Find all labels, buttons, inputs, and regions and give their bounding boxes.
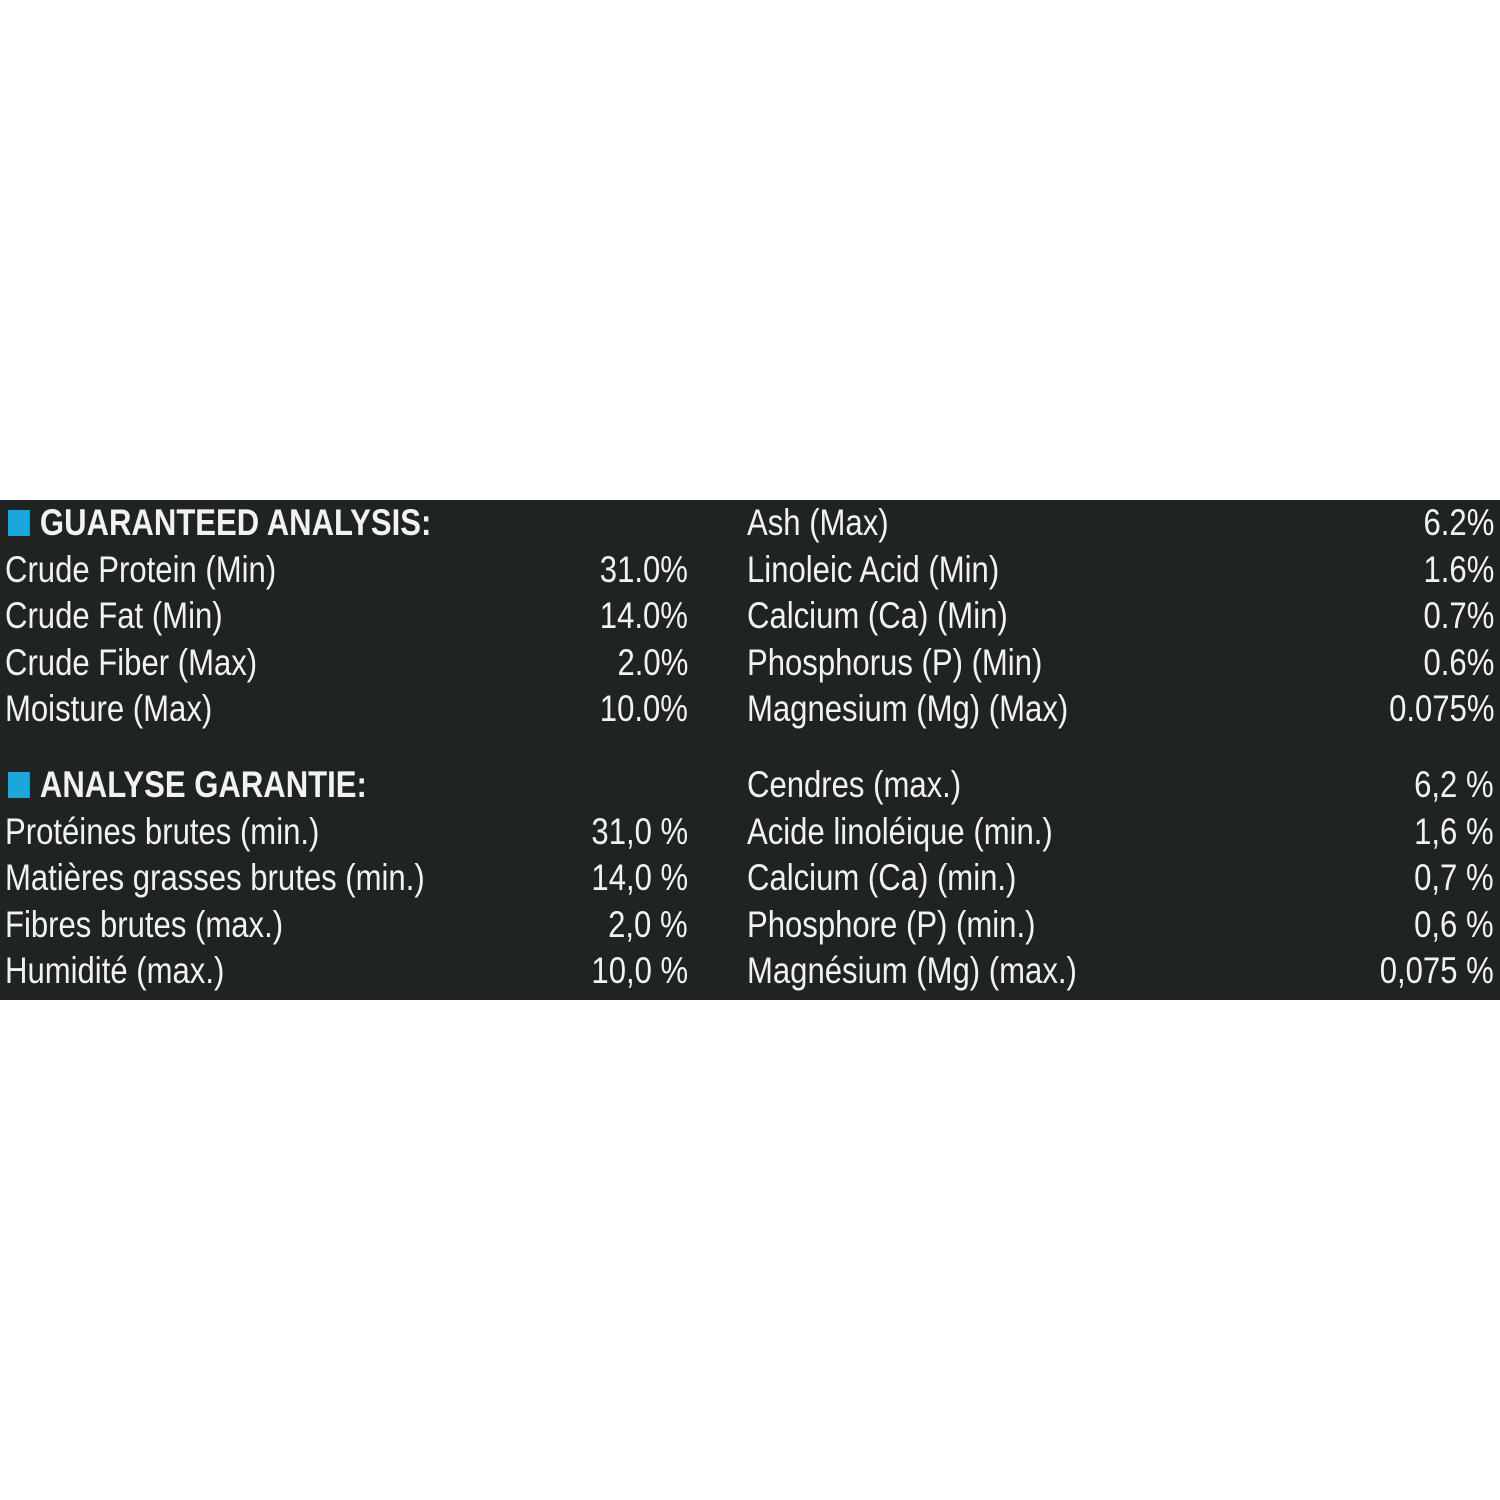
nutrient-label: Cendres (max.) xyxy=(747,764,962,805)
nutrient-value: 31,0 % xyxy=(591,810,688,852)
section-heading-text: ANALYSE GARANTIE: xyxy=(39,764,367,805)
section-heading: ANALYSE GARANTIE: xyxy=(8,762,688,808)
nutrient-value: 0,6 % xyxy=(1414,903,1494,945)
nutrient-value: 0.7% xyxy=(1423,595,1494,636)
nutrient-value: 0,075 % xyxy=(1379,950,1494,991)
blue-square-bullet-icon xyxy=(8,510,30,536)
nutrient-value: 14,0 % xyxy=(591,857,688,898)
nutrient-value: 31.0% xyxy=(599,548,688,590)
nutrient-label: Crude Fat (Min) xyxy=(5,595,223,636)
nutrient-row: Calcium (Ca) (min.) 0,7 % xyxy=(747,855,1494,901)
nutrient-value: 0.6% xyxy=(1423,641,1494,683)
nutrient-row: Calcium (Ca) (Min) 0.7% xyxy=(747,593,1494,639)
section-heading: GUARANTEED ANALYSIS: xyxy=(8,500,688,546)
nutrient-label: Moisture (Max) xyxy=(5,688,213,729)
nutrient-row: Humidité (max.) 10,0 % xyxy=(5,948,688,994)
nutrient-label: Linoleic Acid (Min) xyxy=(747,548,1000,590)
nutrient-row: Crude Fiber (Max) 2.0% xyxy=(5,640,688,686)
nutrient-value: 10,0 % xyxy=(591,950,688,991)
nutrient-row: Cendres (max.) 6,2 % xyxy=(747,762,1494,808)
nutrient-row: Magnésium (Mg) (max.) 0,075 % xyxy=(747,948,1494,994)
nutrient-label: Crude Fiber (Max) xyxy=(5,641,258,683)
nutrient-label: Calcium (Ca) (min.) xyxy=(747,857,1017,898)
nutrient-row: Magnesium (Mg) (Max) 0.075% xyxy=(747,686,1494,732)
section-heading-wrap: GUARANTEED ANALYSIS: xyxy=(8,500,431,546)
nutrient-label: Humidité (max.) xyxy=(5,950,225,991)
nutrient-row: Linoleic Acid (Min) 1.6% xyxy=(747,547,1494,593)
nutrient-value: 2.0% xyxy=(617,641,688,683)
nutrient-value: 1,6 % xyxy=(1414,810,1494,852)
nutrient-label: Acide linoléique (min.) xyxy=(747,810,1053,852)
nutrient-value: 6.2% xyxy=(1423,502,1494,543)
nutrient-label: Fibres brutes (max.) xyxy=(5,903,284,945)
nutrient-row: Matières grasses brutes (min.) 14,0 % xyxy=(5,855,688,901)
nutrient-value: 0.075% xyxy=(1388,688,1494,729)
nutrient-label: Phosphorus (P) (Min) xyxy=(747,641,1043,683)
nutrient-row: Acide linoléique (min.) 1,6 % xyxy=(747,809,1494,855)
nutrient-value: 2,0 % xyxy=(608,903,688,945)
nutrient-row: Fibres brutes (max.) 2,0 % xyxy=(5,902,688,948)
nutrient-label: Magnésium (Mg) (max.) xyxy=(747,950,1077,991)
nutrient-row: Protéines brutes (min.) 31,0 % xyxy=(5,809,688,855)
nutrient-value: 10.0% xyxy=(599,688,688,729)
nutrient-label: Crude Protein (Min) xyxy=(5,548,277,590)
nutrient-row: Ash (Max) 6.2% xyxy=(747,500,1494,546)
nutrient-value: 0,7 % xyxy=(1414,857,1494,898)
section-heading-wrap: ANALYSE GARANTIE: xyxy=(8,762,367,808)
nutrient-value: 14.0% xyxy=(599,595,688,636)
nutrient-row: Crude Fat (Min) 14.0% xyxy=(5,593,688,639)
section-heading-text: GUARANTEED ANALYSIS: xyxy=(39,502,432,543)
nutrient-label: Protéines brutes (min.) xyxy=(5,810,320,852)
nutrient-row: Crude Protein (Min) 31.0% xyxy=(5,547,688,593)
nutrient-label: Phosphore (P) (min.) xyxy=(747,903,1036,945)
nutrient-label: Magnesium (Mg) (Max) xyxy=(747,688,1069,729)
nutrient-row: Phosphore (P) (min.) 0,6 % xyxy=(747,902,1494,948)
nutrient-row: Moisture (Max) 10.0% xyxy=(5,686,688,732)
nutrient-value: 1.6% xyxy=(1423,548,1494,590)
nutrient-label: Calcium (Ca) (Min) xyxy=(747,595,1008,636)
guaranteed-analysis-panel: GUARANTEED ANALYSIS: Crude Protein (Min) 3… xyxy=(0,500,1500,1000)
nutrient-value: 6,2 % xyxy=(1414,764,1494,805)
nutrient-row: Phosphorus (P) (Min) 0.6% xyxy=(747,640,1494,686)
blue-square-bullet-icon xyxy=(8,772,30,798)
nutrient-label: Matières grasses brutes (min.) xyxy=(5,857,425,898)
nutrient-label: Ash (Max) xyxy=(747,502,889,543)
